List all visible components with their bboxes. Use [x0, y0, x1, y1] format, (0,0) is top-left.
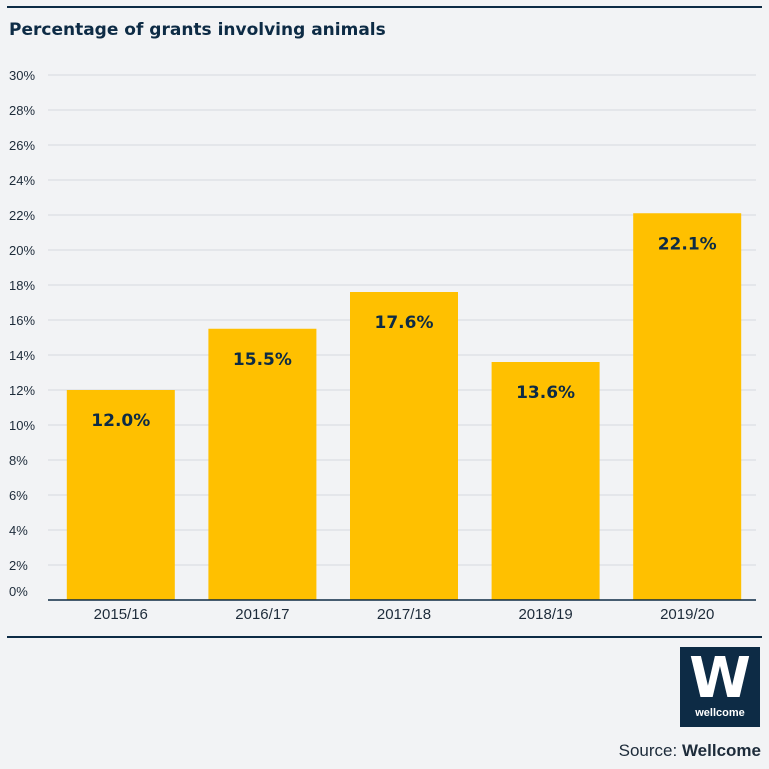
bar [66, 390, 175, 600]
source-prefix: Source: [618, 741, 678, 760]
logo-letter: W [689, 646, 751, 711]
x-tick-label: 2016/17 [235, 606, 289, 623]
wellcome-logo: W wellcome [680, 647, 760, 727]
data-label: 22.1% [658, 234, 717, 254]
x-tick-label: 2018/19 [518, 606, 572, 623]
bar-chart: 0% 2% 4% 6% 8% 10% 12% 14% 16% 18% 20% 22% 24% 26% 28%… [9, 68, 756, 623]
y-tick-label: 0% [9, 584, 28, 599]
chart-title: Percentage of grants involving animals [9, 20, 386, 40]
data-label: 15.5% [233, 350, 292, 370]
y-tick-label: 28% [9, 103, 35, 118]
y-tick-label: 6% [9, 488, 28, 503]
bar [350, 292, 458, 600]
y-tick-label: 8% [9, 453, 28, 468]
x-tick-label: 2017/18 [377, 606, 431, 623]
x-tick-label: 2019/20 [660, 606, 714, 623]
data-label: 17.6% [375, 313, 434, 333]
y-tick-label: 18% [9, 278, 35, 293]
y-tick-label: 30% [9, 68, 35, 83]
y-tick-label: 14% [9, 348, 35, 363]
y-tick-label: 22% [9, 208, 35, 223]
y-tick-label: 16% [9, 313, 35, 328]
y-tick-label: 26% [9, 138, 35, 153]
y-tick-label: 24% [9, 173, 35, 188]
bar [633, 213, 742, 600]
x-tick-label: 2015/16 [94, 606, 148, 623]
y-tick-label: 20% [9, 243, 35, 258]
y-tick-label: 2% [9, 558, 28, 573]
logo-text: wellcome [695, 707, 745, 719]
data-label: 13.6% [516, 383, 575, 403]
bar [491, 362, 600, 600]
source-credit: Source: Wellcome [619, 741, 761, 761]
top-rule [7, 6, 762, 8]
bar [208, 328, 317, 600]
bottom-rule [7, 636, 762, 638]
y-tick-label: 4% [9, 523, 28, 538]
data-label: 12.0% [91, 411, 150, 431]
source-name: Wellcome [681, 741, 761, 760]
y-tick-label: 12% [9, 383, 35, 398]
y-tick-label: 10% [9, 418, 35, 433]
